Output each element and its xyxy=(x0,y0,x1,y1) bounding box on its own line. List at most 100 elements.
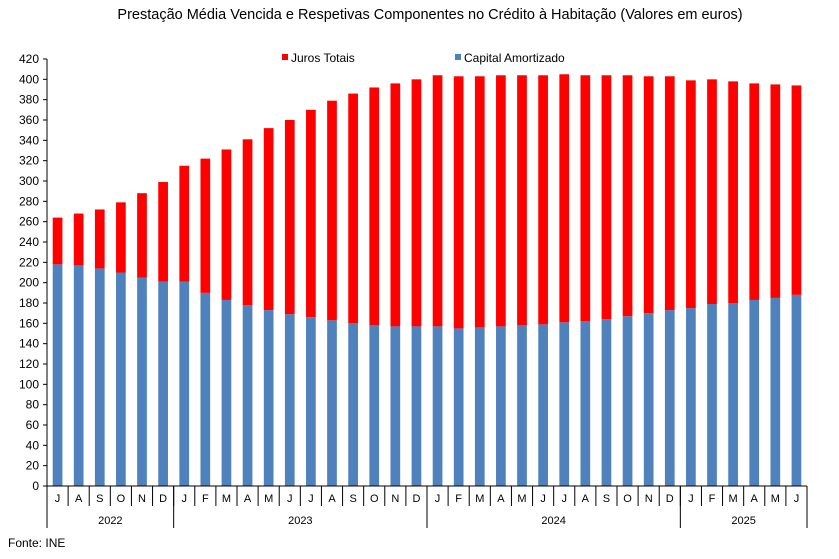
bar-capital-amortizado xyxy=(158,281,168,486)
x-tick-label: J xyxy=(181,493,187,505)
x-tick-label: J xyxy=(794,493,800,505)
x-tick-label: O xyxy=(370,493,379,505)
bar-juros-totais xyxy=(728,81,738,303)
legend: Juros Totais Capital Amortizado xyxy=(282,51,565,65)
bar-juros-totais xyxy=(200,158,211,293)
bars xyxy=(52,74,802,486)
bar-juros-totais xyxy=(643,76,654,314)
y-tick-label: 180 xyxy=(19,296,39,310)
y-tick-label: 420 xyxy=(19,52,39,66)
bar-capital-amortizado xyxy=(496,326,506,486)
bar-capital-amortizado xyxy=(474,327,485,486)
x-tick-label: M xyxy=(222,493,231,505)
bar-juros-totais xyxy=(686,80,696,309)
bar-juros-totais xyxy=(770,84,781,298)
bar-juros-totais xyxy=(242,139,253,306)
y-tick-label: 260 xyxy=(19,215,39,229)
bar-capital-amortizado xyxy=(601,319,612,486)
x-tick-label: F xyxy=(709,493,716,505)
chart-title: Prestação Média Vencida e Respetivas Com… xyxy=(117,7,743,23)
year-label: 2022 xyxy=(98,515,122,527)
bar-juros-totais xyxy=(94,209,105,269)
bar-capital-amortizado xyxy=(749,299,760,486)
bar-capital-amortizado xyxy=(517,325,527,486)
y-tick-label: 360 xyxy=(19,113,39,127)
source-note: Fonte: INE xyxy=(8,536,66,550)
bar-juros-totais xyxy=(707,79,717,305)
bar-juros-totais xyxy=(601,75,612,320)
bar-capital-amortizado xyxy=(538,324,548,486)
bar-capital-amortizado xyxy=(306,317,316,486)
bar-capital-amortizado xyxy=(221,299,232,486)
bar-capital-amortizado xyxy=(116,272,126,486)
legend-label: Juros Totais xyxy=(291,51,355,65)
bar-juros-totais xyxy=(517,75,527,326)
x-tick-label: A xyxy=(497,493,505,505)
y-tick-label: 40 xyxy=(26,438,40,452)
bar-capital-amortizado xyxy=(664,310,675,486)
bar-capital-amortizado xyxy=(94,268,105,486)
bar-juros-totais xyxy=(749,83,760,300)
bar-juros-totais xyxy=(116,202,126,273)
bar-capital-amortizado xyxy=(432,326,443,486)
bar-capital-amortizado xyxy=(707,304,717,486)
y-tick-label: 120 xyxy=(19,357,39,371)
x-tick-label: J xyxy=(561,493,567,505)
bar-juros-totais xyxy=(221,149,232,300)
y-tick-label: 220 xyxy=(19,255,39,269)
x-tick-label: F xyxy=(455,493,462,505)
bar-juros-totais xyxy=(474,76,485,328)
bar-capital-amortizado xyxy=(348,323,358,486)
bar-juros-totais xyxy=(496,75,506,327)
x-tick-label: D xyxy=(159,493,167,505)
legend-swatch xyxy=(455,54,461,60)
bar-capital-amortizado xyxy=(179,281,190,486)
y-tick-label: 400 xyxy=(19,72,39,86)
bar-juros-totais xyxy=(327,100,337,321)
y-tick-label: 140 xyxy=(19,337,39,351)
x-tick-label: S xyxy=(96,493,103,505)
y-tick-label: 60 xyxy=(26,418,40,432)
bar-capital-amortizado xyxy=(622,316,633,486)
y-tick-label: 200 xyxy=(19,276,39,290)
bar-juros-totais xyxy=(369,87,380,326)
bar-capital-amortizado xyxy=(200,292,211,486)
bar-capital-amortizado xyxy=(242,305,253,486)
x-tick-label: J xyxy=(435,493,441,505)
bar-juros-totais xyxy=(137,193,147,278)
legend-label: Capital Amortizado xyxy=(464,51,565,65)
bar-juros-totais xyxy=(179,165,190,282)
bar-juros-totais xyxy=(52,217,63,265)
bar-juros-totais xyxy=(284,120,295,315)
bar-juros-totais xyxy=(580,75,591,322)
bar-juros-totais xyxy=(263,128,274,311)
bar-juros-totais xyxy=(73,213,84,266)
y-tick-label: 380 xyxy=(19,93,39,107)
x-tick-label: A xyxy=(751,493,759,505)
x-tick-label: M xyxy=(517,493,526,505)
bar-juros-totais xyxy=(538,75,548,325)
bar-capital-amortizado xyxy=(559,322,570,486)
bar-capital-amortizado xyxy=(643,313,654,486)
x-tick-label: N xyxy=(645,493,653,505)
year-label: 2023 xyxy=(288,515,312,527)
x-tick-label: D xyxy=(666,493,674,505)
bar-juros-totais xyxy=(664,76,675,311)
bar-juros-totais xyxy=(622,75,633,317)
x-tick-label: A xyxy=(582,493,590,505)
x-tick-label: J xyxy=(55,493,61,505)
y-tick-label: 80 xyxy=(26,398,40,412)
x-tick-label: J xyxy=(287,493,293,505)
bar-juros-totais xyxy=(791,85,802,295)
x-tick-label: O xyxy=(623,493,632,505)
x-tick-label: J xyxy=(540,493,546,505)
bar-juros-totais xyxy=(453,76,464,329)
bar-capital-amortizado xyxy=(770,297,781,486)
bar-capital-amortizado xyxy=(73,265,84,486)
bar-capital-amortizado xyxy=(411,326,422,486)
bar-capital-amortizado xyxy=(137,277,147,486)
bar-juros-totais xyxy=(432,75,443,327)
bar-capital-amortizado xyxy=(369,325,380,486)
legend-swatch xyxy=(282,54,288,60)
